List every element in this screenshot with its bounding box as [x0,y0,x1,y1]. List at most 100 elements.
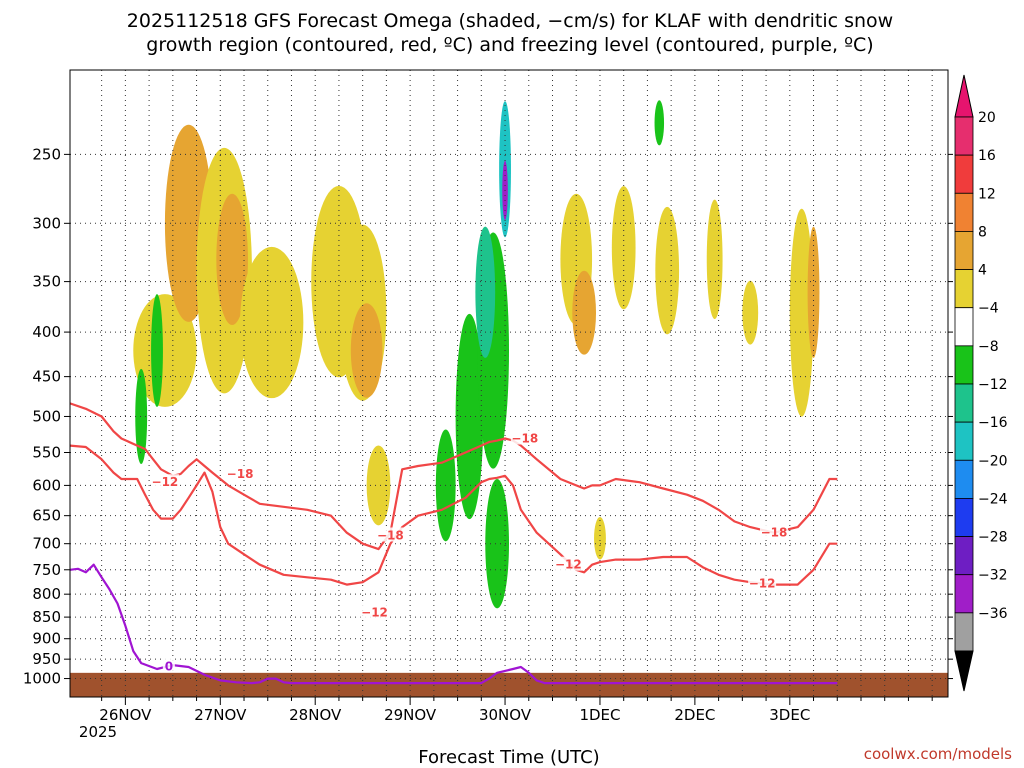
colorbar-swatch-2 [954,192,974,232]
x-tick-label: 26NOV [99,706,152,724]
y-tick-label: 700 [32,535,61,553]
colorbar: 20 16 12 8 4 −4 −8 −12 −16 −20 −24 −28 −32 −36 [954,74,1008,692]
contour-label-5: −12 [555,558,582,572]
contour-label-2: −18 [377,528,404,542]
contour-label-4: −18 [511,431,538,445]
colorbar-swatch-1 [954,154,974,194]
x-tick-label: 3DEC [769,706,810,724]
plot-frame [69,69,949,698]
y-tick-label: 300 [32,214,61,232]
omega-blob-15 [706,199,723,320]
y-tick-label: 400 [32,323,61,341]
colorbar-label-13: −36 [978,606,1008,622]
contour-label-0: −12 [152,475,179,489]
colorbar-label-2: 12 [978,186,996,202]
omega-blob-20 [151,294,163,407]
x-axis-year-label: 2025 [79,723,117,741]
contour-label-bg-5 [554,556,583,571]
ground-fill [70,672,948,697]
contour-label-6: −18 [761,526,788,540]
colorbar-swatch-8 [954,421,974,461]
y-tick-label: 750 [32,561,61,579]
contour-label-bg-3 [360,604,389,619]
colorbar-bottom-arrow [954,650,974,692]
omega-blob-19 [135,368,148,465]
omega-blob-0 [133,294,197,407]
colorbar-label-4: 4 [978,263,987,279]
contour-label-3: −12 [361,606,388,620]
y-tick-label: 650 [32,507,61,525]
x-tick-label: 30NOV [479,706,532,724]
y-tick-label: 500 [32,407,61,425]
colorbar-swatch-9 [954,459,974,499]
contour-label-bg-1 [226,465,255,480]
colorbar-label-8: −16 [978,415,1008,431]
omega-blob-28 [654,100,665,146]
y-axis: 250 300 350 400 450 500 550 600 650 700 750 800 850 9… [23,145,953,688]
omega-blob-25 [475,226,496,358]
contour-line-0 [70,444,838,586]
colorbar-top-arrow [954,74,974,118]
contour-line-2 [70,563,838,685]
colorbar-label-7: −12 [978,377,1008,393]
omega-blob-4 [216,193,248,325]
colorbar-swatch-7 [954,383,974,423]
y-tick-label: 850 [32,608,61,626]
contour-label-8: 0 [165,659,173,673]
y-tick-label: 250 [32,145,61,163]
colorbar-swatch-12 [954,574,974,614]
omega-blob-17 [789,208,814,417]
y-tick-label: 550 [32,444,61,462]
contour-label-bg-6 [759,524,788,539]
y-tick-label: 800 [32,585,61,603]
colorbar-label-1: 16 [978,148,996,164]
omega-blob-5 [240,246,304,399]
x-axis-title: Forecast Time (UTC) [418,747,599,768]
colorbar-swatch-10 [954,498,974,537]
contour-label-bg-8 [162,658,175,673]
chart-title-line-2: growth region (contoured, red, ºC) and f… [146,34,873,56]
colorbar-swatch-11 [954,536,974,576]
colorbar-swatch-6 [954,345,974,385]
colorbar-swatch-3 [954,231,974,270]
y-tick-label: 900 [32,630,61,648]
omega-blob-16 [742,280,759,345]
omega-blob-22 [455,313,484,520]
x-tick-label: 28NOV [289,706,342,724]
chart-title-line-1: 2025112518 GFS Forecast Omega (shaded, −… [127,10,893,32]
omega-blob-18 [807,226,820,358]
omega-blob-14 [655,206,680,335]
y-tick-label: 450 [32,368,61,386]
y-tick-label: 1000 [23,670,61,688]
colorbar-swatch-13 [954,612,974,652]
contour-label-bg-7 [748,575,777,590]
colorbar-label-10: −24 [978,491,1008,507]
x-tick-label: 2DEC [674,706,715,724]
y-tick-label: 600 [32,476,61,494]
y-tick-label: 950 [32,650,61,668]
omega-blob-11 [572,270,597,355]
y-tick-label: 350 [32,273,61,291]
contour-label-bg-0 [150,474,179,489]
contour-label-7: −12 [749,577,776,591]
x-tick-label: 27NOV [194,706,247,724]
omega-shading [133,100,820,609]
colorbar-label-3: 8 [978,224,987,240]
colorbar-label-0: 20 [978,110,996,126]
colorbar-swatch-4 [954,269,974,309]
colorbar-label-12: −32 [978,568,1008,584]
omega-blob-13 [611,186,636,310]
contour-labels: −12 −18 −18 −12 −18 −12 −18 −12 0 [150,430,788,673]
x-axis: 26NOV 27NOV 28NOV 29NOV 30NOV 1DEC 2DEC 3DEC [99,697,933,724]
x-tick-label: 29NOV [384,706,437,724]
credit-text: coolwx.com/models [864,745,1012,763]
colorbar-swatch-0 [954,116,974,156]
omega-blob-9 [366,445,391,526]
omega-blob-8 [350,303,383,398]
omega-blob-12 [594,517,606,560]
contour-label-bg-4 [510,430,539,445]
ground-shading [70,672,948,697]
colorbar-swatch-5 [954,307,974,347]
colorbar-label-5: −4 [978,301,999,317]
